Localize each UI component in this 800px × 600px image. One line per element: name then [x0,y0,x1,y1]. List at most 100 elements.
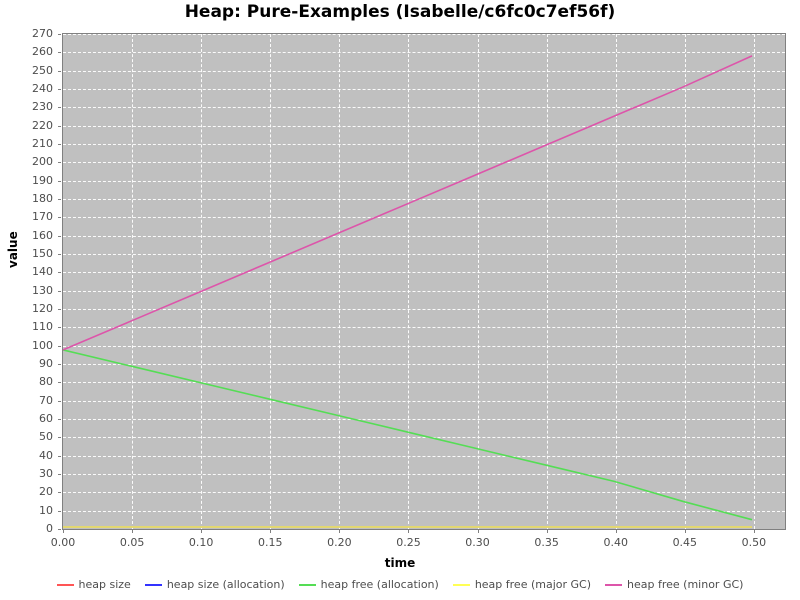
x-tick-mark [270,530,272,533]
gridline-horizontal [63,70,785,72]
y-tick-mark [58,455,61,457]
gridline-horizontal [63,235,785,237]
y-tick-label: 180 [32,192,53,205]
gridline-horizontal [63,327,785,329]
gridline-horizontal [63,309,785,310]
legend-item[interactable]: heap free (minor GC) [605,578,743,591]
y-tick-mark [58,364,61,365]
legend-swatch-icon [605,583,623,586]
gridline-horizontal [63,382,785,384]
y-tick-label: 120 [32,302,53,315]
x-axis-label: time [384,556,416,570]
y-tick-mark [58,52,61,54]
y-tick-label: 140 [32,265,53,279]
legend-label: heap size (allocation) [166,578,285,591]
x-tick-mark [477,530,479,533]
y-tick-mark [58,235,61,237]
legend-swatch-icon [144,583,162,586]
y-tick-label: 10 [39,503,53,517]
y-tick-mark [58,89,61,90]
x-tick-mark [63,530,64,533]
y-tick-label: 110 [32,320,53,334]
y-tick-label: 30 [39,467,53,480]
y-tick-label: 190 [32,173,53,187]
y-tick-mark [58,290,61,292]
y-tick-label: 80 [39,375,53,389]
y-tick-label: 160 [32,228,53,242]
y-tick-label: 220 [32,118,53,132]
y-tick-label: 250 [32,63,53,77]
y-tick-label: 60 [39,412,53,425]
y-tick-label: 260 [32,45,53,59]
gridline-horizontal [63,272,785,274]
gridline-horizontal [63,107,785,109]
gridline-horizontal [63,217,785,219]
x-tick-mark [615,530,617,533]
y-tick-mark [58,144,61,145]
gridline-horizontal [63,162,785,164]
gridline-horizontal [63,254,785,255]
y-tick-label: 20 [39,485,53,499]
y-tick-label: 0 [46,522,53,535]
y-tick-mark [58,107,61,109]
y-tick-label: 150 [32,247,53,260]
gridline-horizontal [63,400,785,402]
gridline-horizontal [63,125,785,127]
gridline-horizontal [63,34,785,35]
y-tick-label: 70 [39,393,53,407]
gridline-horizontal [63,419,785,420]
gridline-horizontal [63,199,785,200]
x-tick-mark [546,530,548,533]
legend-item[interactable]: heap free (allocation) [298,578,439,591]
gridline-horizontal [63,455,785,457]
chart-legend: heap size heap size (allocation) heap free… [0,578,800,591]
y-tick-mark [58,400,61,402]
y-tick-mark [58,492,61,494]
y-tick-label: 40 [39,448,53,462]
gridline-vertical [408,34,410,529]
y-tick-label: 230 [32,100,53,114]
legend-swatch-icon [298,583,316,586]
x-tick-label: 0.35 [534,536,559,549]
legend-item[interactable]: heap free (major GC) [452,578,592,591]
y-tick-mark [58,34,61,35]
gridline-vertical [339,34,341,529]
y-tick-mark [58,125,61,127]
gridline-vertical [684,34,686,529]
x-tick-mark [408,530,410,533]
gridline-horizontal [63,89,785,90]
gridline-vertical [546,34,548,529]
gridline-vertical [132,34,134,529]
y-tick-label: 170 [32,210,53,224]
y-tick-mark [58,437,61,439]
y-tick-mark [58,345,61,347]
gridline-vertical [477,34,479,529]
x-tick-mark [132,530,134,533]
y-tick-label: 200 [32,155,53,169]
y-tick-mark [58,382,61,384]
x-tick-label: 0.20 [327,536,352,549]
legend-label: heap free (major GC) [474,578,592,591]
y-tick-label: 270 [32,27,53,40]
gridline-horizontal [63,364,785,365]
y-tick-mark [58,529,61,530]
series-lines [63,55,753,528]
y-tick-mark [58,309,61,310]
gridline-vertical [270,34,272,529]
legend-swatch-icon [56,583,74,586]
y-tick-mark [58,70,61,72]
gridline-vertical [201,34,203,529]
legend-item[interactable]: heap size [56,578,131,591]
y-tick-label: 130 [32,283,53,297]
y-tick-mark [58,474,61,475]
y-tick-mark [58,327,61,329]
x-tick-label: 0.40 [603,536,628,549]
y-tick-label: 100 [32,338,53,352]
y-tick-label: 50 [39,430,53,444]
y-tick-label: 210 [32,137,53,150]
gridline-horizontal [63,52,785,54]
legend-label: heap size [78,578,131,591]
x-tick-label: 0.00 [50,536,76,549]
legend-item[interactable]: heap size (allocation) [144,578,285,591]
series-line [63,55,753,351]
